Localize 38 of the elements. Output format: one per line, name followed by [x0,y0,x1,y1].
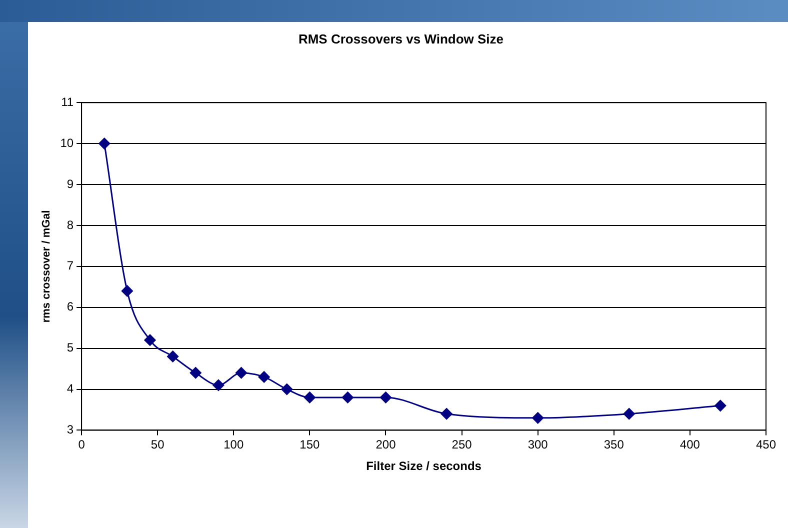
chart-title: RMS Crossovers vs Window Size [298,31,504,46]
point [342,392,354,404]
point [144,334,156,346]
x-axis-title: Filter Size / seconds [366,459,482,474]
y-tick-label: 8 [66,218,74,232]
point [623,408,635,420]
x-tick-label: 450 [756,438,776,452]
y-tick-label: 11 [61,94,74,109]
point [440,408,452,420]
x-tick-label: 400 [680,438,700,452]
point [121,285,133,297]
x-tick-label: 300 [528,438,548,452]
x-tick-label: 250 [452,438,472,452]
y-tick-label: 7 [66,258,74,273]
y-tick-label: 9 [66,176,74,191]
point [236,367,248,379]
point [212,379,224,391]
point [190,367,202,379]
point [304,392,316,404]
x-tick-label: 0 [78,438,86,452]
point [258,371,270,383]
y-tick-label: 10 [60,136,74,150]
point [380,392,392,404]
point [714,400,726,412]
x-tick-label: 100 [224,438,244,452]
y-tick-label: 6 [66,300,74,314]
x-tick-label: 150 [300,438,320,452]
y-tick-label: 3 [66,422,74,437]
point [167,350,179,362]
point [281,384,293,395]
point [98,138,110,150]
x-tick-label: 200 [376,438,396,452]
x-tick-label: 50 [150,438,165,452]
y-tick-label: 5 [66,340,74,355]
x-tick-label: 350 [604,438,624,452]
y-axis-title: rms crossover / mGal [40,210,53,323]
point [532,412,544,424]
y-tick-label: 4 [66,382,74,396]
